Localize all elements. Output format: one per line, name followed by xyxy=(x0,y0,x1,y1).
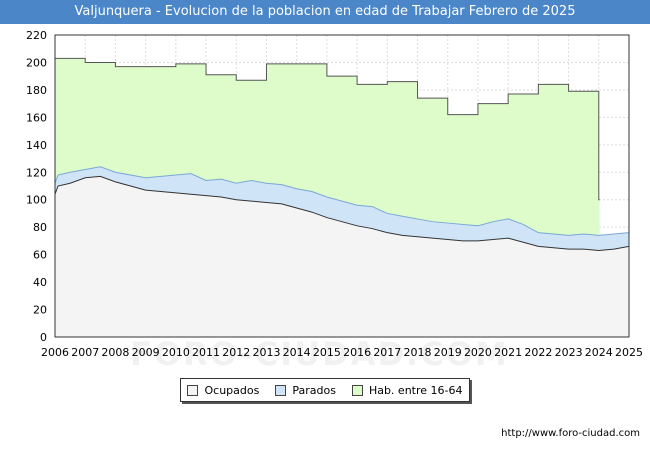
y-tick-label: 40 xyxy=(33,276,47,289)
y-tick-label: 100 xyxy=(26,194,47,207)
x-tick-label: 2009 xyxy=(132,346,160,359)
y-tick-label: 180 xyxy=(26,84,47,97)
watermark: FORO-CIUDAD.COM xyxy=(130,335,509,373)
x-tick-label: 2010 xyxy=(162,346,190,359)
legend-swatch-hab xyxy=(351,384,363,396)
x-tick-label: 2018 xyxy=(404,346,432,359)
series-line-parados xyxy=(54,166,630,236)
series-line-ocupados xyxy=(54,175,630,252)
y-tick-label: 0 xyxy=(40,331,47,344)
x-tick-label: 2023 xyxy=(555,346,583,359)
legend-item-ocupados: Ocupados xyxy=(187,384,259,397)
x-tick-label: 2019 xyxy=(434,346,462,359)
y-tick-label: 160 xyxy=(26,111,47,124)
legend-swatch-parados xyxy=(275,384,287,396)
x-tick-label: 2012 xyxy=(222,346,250,359)
series-line-hab xyxy=(55,57,600,201)
legend-label-parados: Parados xyxy=(292,383,336,397)
legend-item-parados: Parados xyxy=(275,384,336,397)
legend-label-hab: Hab. entre 16-64 xyxy=(368,383,463,397)
y-tick-label: 200 xyxy=(26,56,47,69)
legend-swatch-ocupados xyxy=(187,384,199,396)
x-tick-label: 2011 xyxy=(192,346,220,359)
x-tick-label: 2008 xyxy=(101,346,129,359)
x-tick-label: 2021 xyxy=(494,346,522,359)
x-tick-label: 2013 xyxy=(252,346,280,359)
x-tick-label: 2017 xyxy=(373,346,401,359)
source-url: http://www.foro-ciudad.com xyxy=(501,428,640,439)
y-tick-label: 220 xyxy=(26,29,47,42)
x-tick-label: 2025 xyxy=(615,346,643,359)
y-tick-label: 120 xyxy=(26,166,47,179)
y-tick-label: 140 xyxy=(26,139,47,152)
x-tick-label: 2020 xyxy=(464,346,492,359)
legend-item-hab: Hab. entre 16-64 xyxy=(351,383,463,397)
x-tick-label: 2016 xyxy=(343,346,371,359)
y-tick-label: 20 xyxy=(33,304,47,317)
plot-border xyxy=(54,34,630,338)
y-tick-label: 80 xyxy=(33,221,47,234)
series-area-ocupados xyxy=(55,176,629,337)
x-tick-label: 2015 xyxy=(313,346,341,359)
legend-label-ocupados: Ocupados xyxy=(204,383,260,397)
x-tick-label: 2014 xyxy=(283,346,311,359)
x-tick-label: 2024 xyxy=(585,346,613,359)
chart-legend: Ocupados Parados Hab. entre 16-64 xyxy=(180,378,470,402)
x-tick-label: 2007 xyxy=(71,346,99,359)
x-tick-label: 2006 xyxy=(41,346,69,359)
y-tick-label: 60 xyxy=(33,249,47,262)
chart-title: Valjunquera - Evolucion de la poblacion … xyxy=(0,0,650,24)
x-tick-label: 2022 xyxy=(524,346,552,359)
